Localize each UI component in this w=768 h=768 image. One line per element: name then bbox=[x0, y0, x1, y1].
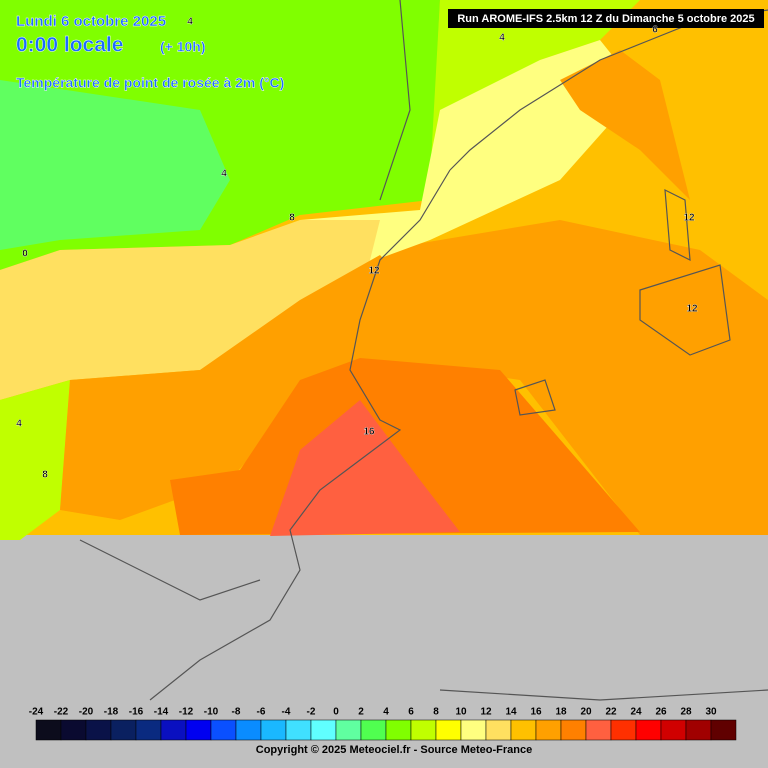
legend-swatch bbox=[235, 719, 262, 741]
zone bbox=[270, 400, 460, 536]
legend-swatch bbox=[585, 719, 612, 741]
contour-label: 16 bbox=[363, 427, 375, 438]
legend-swatch bbox=[535, 719, 562, 741]
contour-label: 8 bbox=[42, 470, 48, 481]
legend-tick: -22 bbox=[54, 707, 69, 718]
legend-swatch bbox=[260, 719, 287, 741]
legend-tick: 6 bbox=[408, 707, 414, 718]
legend-tick: -6 bbox=[257, 707, 266, 718]
legend-swatch bbox=[660, 719, 687, 741]
contour-label: 12 bbox=[686, 304, 698, 315]
zone bbox=[380, 220, 768, 535]
legend-tick: -8 bbox=[232, 707, 241, 718]
contour-label: 4 bbox=[16, 419, 22, 430]
legend-swatch bbox=[460, 719, 487, 741]
legend-tick: -16 bbox=[129, 707, 144, 718]
legend-tick: 16 bbox=[530, 707, 542, 718]
legend-swatch bbox=[510, 719, 537, 741]
legend-swatch bbox=[610, 719, 637, 741]
date: Lundi 6 octobre 2025 bbox=[16, 13, 166, 30]
legend-swatch bbox=[85, 719, 112, 741]
zone bbox=[0, 220, 380, 400]
legend-tick: -20 bbox=[79, 707, 94, 718]
legend-swatch bbox=[35, 719, 62, 741]
legend-tick: -24 bbox=[29, 707, 44, 718]
legend-tick: 22 bbox=[605, 707, 617, 718]
zone bbox=[560, 50, 690, 200]
copyright: Copyright © 2025 Meteociel.fr - Source M… bbox=[256, 744, 532, 756]
zone bbox=[0, 380, 70, 540]
legend-swatch bbox=[60, 719, 87, 741]
contour-label: 4 bbox=[499, 33, 505, 44]
legend-tick: 30 bbox=[705, 707, 717, 718]
island bbox=[514, 379, 556, 416]
contour-labels: 4 4 6 4 8 12 12 12 16 0 4 8 bbox=[16, 16, 698, 481]
run: Run AROME-IFS 2.5km 12 Z du Dimanche 5 o… bbox=[457, 13, 754, 25]
legend-tick: 12 bbox=[480, 707, 492, 718]
legend-tick: 28 bbox=[680, 707, 692, 718]
legend-tick: 20 bbox=[580, 707, 592, 718]
run-box bbox=[448, 9, 764, 28]
contour-label: 12 bbox=[683, 213, 695, 224]
contour-label: 4 bbox=[221, 169, 227, 180]
legend-swatch bbox=[110, 719, 137, 741]
legend-swatch bbox=[285, 719, 312, 741]
legend-swatch bbox=[435, 719, 462, 741]
border bbox=[79, 0, 768, 701]
legend-swatch bbox=[385, 719, 412, 741]
legend-swatch bbox=[710, 719, 737, 741]
legend-tick: -12 bbox=[179, 707, 194, 718]
legend-tick: -14 bbox=[154, 707, 169, 718]
legend-swatch bbox=[685, 719, 712, 741]
legend-swatch bbox=[635, 719, 662, 741]
island bbox=[664, 188, 691, 262]
legend-swatch bbox=[185, 719, 212, 741]
legend-tick: 4 bbox=[383, 707, 389, 718]
lead: (+ 10h) bbox=[160, 39, 206, 55]
legend-swatch bbox=[560, 719, 587, 741]
legend-tick: -18 bbox=[104, 707, 119, 718]
legend-swatch bbox=[210, 719, 237, 741]
legend-tick: -10 bbox=[204, 707, 219, 718]
legend: -24 -22 -20 -18 -16 -14 -12 -10 -8 -6 -4 -2 0 2 4 6 8 10 1… bbox=[29, 707, 737, 741]
legend-tick: 24 bbox=[630, 707, 642, 718]
legend-tick: 0 bbox=[333, 707, 339, 718]
legend-swatch bbox=[485, 719, 512, 741]
time: 0:00 locale bbox=[16, 34, 123, 57]
contour-label: 4 bbox=[187, 17, 193, 28]
island bbox=[639, 264, 731, 356]
legend-tick: 2 bbox=[358, 707, 364, 718]
coastline bbox=[79, 0, 768, 701]
legend-tick: 8 bbox=[433, 707, 439, 718]
zone bbox=[430, 0, 640, 180]
coast bbox=[149, 169, 451, 701]
legend-swatch bbox=[335, 719, 362, 741]
contour-label: 12 bbox=[368, 266, 380, 277]
legend-tick: 18 bbox=[555, 707, 567, 718]
contour-label: 0 bbox=[22, 249, 28, 260]
contour-label: 8 bbox=[289, 213, 295, 224]
legend-swatch bbox=[135, 719, 162, 741]
legend-swatch bbox=[410, 719, 437, 741]
legend-swatch bbox=[310, 719, 337, 741]
legend-swatch bbox=[360, 719, 387, 741]
contour-label: 6 bbox=[652, 25, 658, 36]
zone bbox=[0, 80, 230, 250]
field-title: Température de point de rosée à 2m (°C) bbox=[16, 75, 284, 91]
legend-swatch bbox=[160, 719, 187, 741]
legend-tick: 14 bbox=[505, 707, 517, 718]
zone bbox=[60, 255, 420, 520]
legend-tick: 10 bbox=[455, 707, 467, 718]
legend-tick: -4 bbox=[282, 707, 291, 718]
legend-tick: -2 bbox=[307, 707, 316, 718]
legend-tick: 26 bbox=[655, 707, 667, 718]
